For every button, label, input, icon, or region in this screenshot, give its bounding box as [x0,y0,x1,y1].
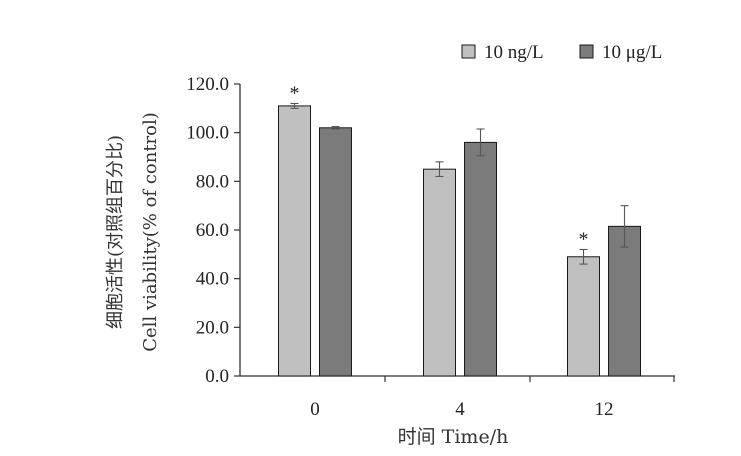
bar [278,105,311,377]
legend-swatch [461,44,476,59]
y-tick-label: 20.0 [196,317,229,338]
legend-label: 10 ng/L [484,42,544,63]
x-tick-label: 12 [595,399,614,420]
x-tick-label: 0 [310,399,320,420]
bar [608,225,641,377]
y-tick-label: 120.0 [186,74,229,95]
y-tick-label: 60.0 [196,220,229,241]
legend-label: 10 μg/L [602,42,662,63]
legend-swatch [579,44,594,59]
y-tick-label: 100.0 [186,123,229,144]
y-tick-label: 0.0 [205,366,229,387]
significance-mark: * [579,228,589,250]
significance-marks: ** [290,82,589,250]
y-axis-label-chinese: 细胞活性(对照组百分比) [105,135,126,329]
bar [319,127,352,377]
y-axis-label-english: Cell viability(% of control) [140,112,161,352]
y-tick-label: 80.0 [196,171,229,192]
significance-mark: * [290,82,300,104]
x-axis-label: 时间 Time/h [398,426,509,448]
y-ticks: 0.0 20.0 40.0 60.0 80.0 100.0 120.0 [186,74,240,387]
bar [423,168,456,377]
x-ticks: 0 4 12 [310,376,675,420]
y-tick-label: 40.0 [196,269,229,290]
x-tick-label: 4 [455,399,465,420]
bars [278,105,641,377]
bar [567,256,600,377]
bar [464,141,497,377]
error-bars [290,102,629,265]
legend: 10 ng/L 10 μg/L [461,42,662,63]
